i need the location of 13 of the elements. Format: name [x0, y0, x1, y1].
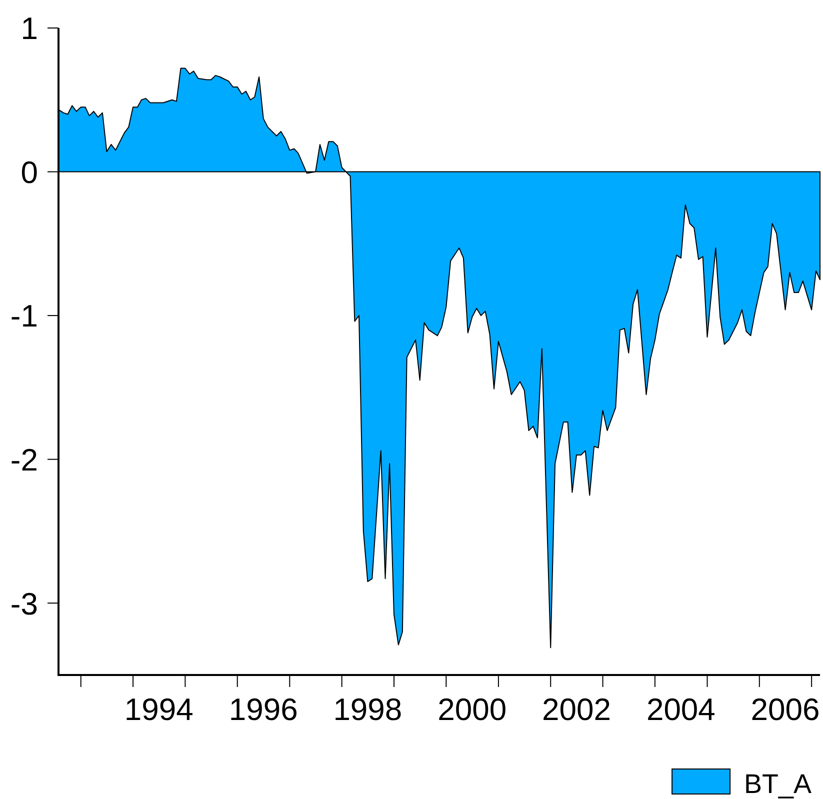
- y-tick-label: 1: [20, 11, 38, 46]
- x-tick-label: 1996: [228, 692, 298, 727]
- x-tick-label: 2000: [438, 692, 507, 727]
- legend-label: BT_A: [744, 769, 812, 799]
- x-tick-label: 1994: [124, 692, 194, 727]
- x-tick-label: 2006: [750, 692, 820, 727]
- y-tick-label: -2: [10, 442, 38, 478]
- y-tick-label: 0: [20, 154, 38, 190]
- y-tick-label: -3: [10, 586, 38, 622]
- x-tick-label: 1998: [333, 692, 402, 727]
- x-tick-label: 2002: [542, 692, 611, 727]
- y-tick-label: -1: [10, 298, 38, 334]
- x-tick-label: 2004: [646, 692, 716, 727]
